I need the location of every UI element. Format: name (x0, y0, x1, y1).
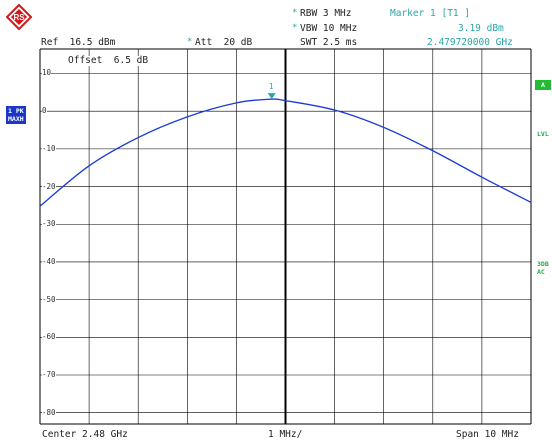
3db-indicator: 3DB AC (535, 259, 551, 277)
y-tick-label: -80 (42, 407, 56, 417)
grid-lines (39, 48, 532, 425)
svg-text:RS: RS (13, 13, 25, 22)
trace-badge-line1: 1 PK (8, 107, 24, 115)
y-tick-label: -50 (42, 294, 56, 304)
marker-level: 3.19 dBm (458, 23, 504, 34)
rbw-star-icon: * (292, 8, 298, 18)
a-indicator: A (535, 80, 551, 90)
ref-level: Ref 16.5 dBm (41, 37, 116, 48)
rbw-label: RBW 3 MHz (300, 8, 352, 19)
offset-label: Offset 6.5 dB (68, 55, 149, 66)
trace-badge-line2: MAXH (8, 115, 24, 123)
trace-1 (39, 98, 532, 207)
trace-badge[interactable]: 1 PK MAXH (6, 106, 26, 124)
marker-1-label: 1 (268, 82, 274, 92)
y-tick-label: 10 (42, 68, 52, 78)
marker-frequency: 2.479720000 GHz (427, 37, 513, 48)
center-frequency: Center 2.48 GHz (42, 429, 128, 440)
y-tick-label: -10 (42, 143, 56, 153)
swt-label: SWT 2.5 ms (300, 37, 358, 48)
y-tick-label: -20 (42, 181, 56, 191)
lvl-indicator: LVL (537, 130, 549, 138)
vbw-label: VBW 10 MHz (300, 23, 358, 34)
ac-label: AC (537, 268, 545, 276)
y-tick-label: -30 (42, 219, 56, 229)
y-tick-label: 0 (42, 106, 47, 116)
3db-label: 3DB (537, 260, 549, 268)
span-label: Span 10 MHz (456, 429, 519, 440)
rohde-schwarz-logo-icon: RS (6, 4, 32, 30)
y-tick-label: -60 (42, 332, 56, 342)
marker-1-icon (267, 93, 276, 100)
y-tick-label: -70 (42, 370, 56, 379)
attenuation: Att 20 dB (195, 37, 253, 48)
y-tick-label: -40 (42, 256, 56, 266)
marker-title: Marker 1 [T1 ] (390, 8, 471, 19)
vbw-star-icon: * (292, 23, 298, 33)
att-star-icon: * (187, 37, 193, 47)
frequency-per-division: 1 MHz/ (268, 429, 303, 440)
